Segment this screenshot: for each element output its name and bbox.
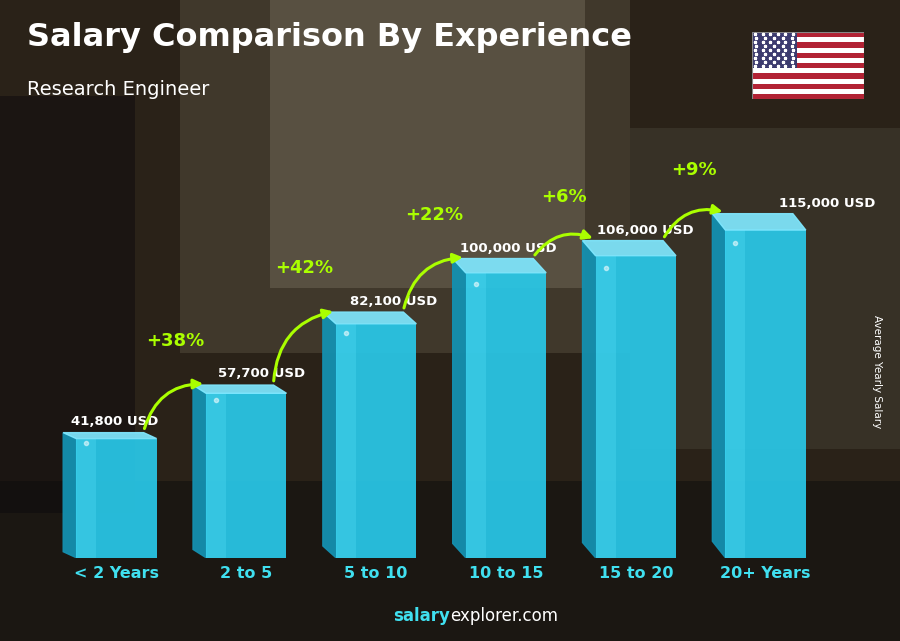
Text: salary: salary bbox=[393, 607, 450, 625]
Bar bbox=[752, 53, 864, 58]
Bar bbox=[0, 96, 135, 513]
Text: 115,000 USD: 115,000 USD bbox=[778, 197, 875, 210]
Text: Salary Comparison By Experience: Salary Comparison By Experience bbox=[27, 22, 632, 53]
Text: +22%: +22% bbox=[405, 206, 464, 224]
Bar bbox=[725, 230, 745, 558]
Polygon shape bbox=[323, 312, 336, 558]
Bar bbox=[336, 324, 356, 558]
Text: 100,000 USD: 100,000 USD bbox=[461, 242, 557, 254]
Bar bbox=[0, 481, 900, 641]
Bar bbox=[752, 47, 864, 53]
Text: explorer.com: explorer.com bbox=[450, 607, 558, 625]
Text: 82,100 USD: 82,100 USD bbox=[350, 296, 437, 308]
Text: Average Yearly Salary: Average Yearly Salary bbox=[872, 315, 883, 428]
Bar bbox=[752, 37, 864, 42]
Bar bbox=[76, 438, 157, 558]
Polygon shape bbox=[453, 258, 465, 558]
Bar bbox=[752, 84, 864, 89]
Bar bbox=[752, 32, 796, 69]
Polygon shape bbox=[582, 240, 596, 558]
Text: +6%: +6% bbox=[542, 188, 587, 206]
Polygon shape bbox=[453, 258, 546, 273]
Text: +9%: +9% bbox=[671, 161, 717, 179]
Bar bbox=[752, 42, 864, 47]
Text: 41,800 USD: 41,800 USD bbox=[71, 415, 158, 428]
Bar bbox=[752, 32, 864, 37]
Polygon shape bbox=[713, 213, 806, 230]
Bar bbox=[630, 128, 900, 449]
Bar bbox=[752, 69, 864, 74]
Bar bbox=[336, 324, 417, 558]
Bar bbox=[752, 63, 864, 69]
Bar bbox=[76, 438, 96, 558]
Text: 57,700 USD: 57,700 USD bbox=[218, 367, 305, 381]
Bar bbox=[465, 273, 546, 558]
Text: +38%: +38% bbox=[146, 333, 204, 351]
Text: Research Engineer: Research Engineer bbox=[27, 80, 210, 99]
Bar bbox=[725, 230, 806, 558]
Bar bbox=[752, 94, 864, 99]
Bar bbox=[180, 0, 630, 353]
Polygon shape bbox=[323, 312, 417, 324]
Polygon shape bbox=[63, 433, 157, 438]
Polygon shape bbox=[582, 240, 676, 256]
Bar bbox=[596, 256, 676, 558]
Polygon shape bbox=[713, 213, 725, 558]
Bar bbox=[206, 394, 286, 558]
Text: +42%: +42% bbox=[275, 260, 334, 278]
Bar bbox=[752, 74, 864, 79]
Polygon shape bbox=[193, 385, 206, 558]
Polygon shape bbox=[63, 433, 76, 558]
Polygon shape bbox=[193, 385, 286, 394]
Bar bbox=[465, 273, 486, 558]
Text: 106,000 USD: 106,000 USD bbox=[597, 224, 693, 237]
Bar bbox=[752, 58, 864, 63]
Bar bbox=[206, 394, 226, 558]
Bar bbox=[270, 0, 585, 288]
Bar bbox=[752, 89, 864, 94]
Bar bbox=[752, 79, 864, 84]
Bar bbox=[596, 256, 616, 558]
